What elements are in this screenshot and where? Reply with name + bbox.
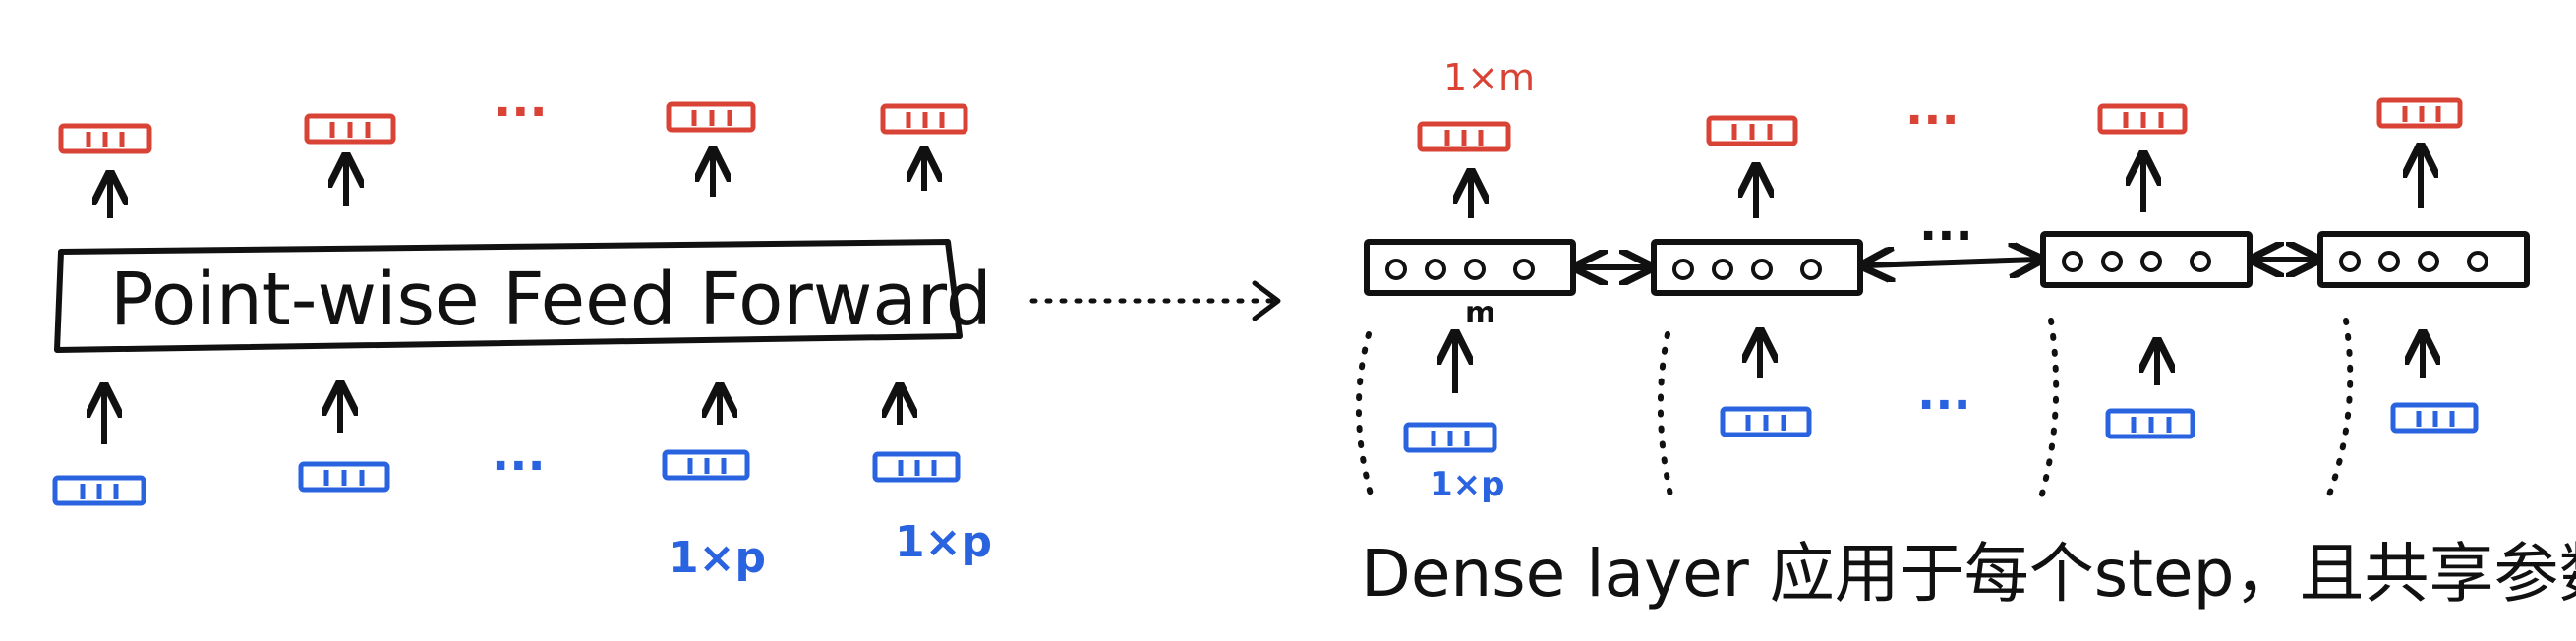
dense-cell [1364, 239, 1576, 296]
output-vector [2097, 103, 2188, 135]
input-vector [1403, 422, 1497, 453]
input-vector [2105, 408, 2195, 439]
left-input-dim-label: 1×p [669, 533, 766, 583]
left-input-ellipsis: ··· [492, 438, 546, 494]
input-vector [1720, 406, 1812, 437]
left-output-vectors [58, 101, 968, 154]
hidden-dim-label: m [1465, 296, 1495, 330]
ffn-label: Point-wise Feed Forward [110, 258, 992, 342]
cell-links [1579, 260, 2314, 267]
dense-cell [2040, 231, 2253, 288]
output-vector [1706, 115, 1798, 146]
output-vector [1417, 121, 1511, 152]
output-vector [880, 103, 968, 135]
input-vector [52, 475, 146, 506]
input-vector [298, 461, 390, 493]
right-output-dim-label: 1×m [1443, 56, 1535, 99]
right-panel: 1×m ··· [1355, 56, 2576, 612]
ffn-box [54, 239, 963, 353]
left-output-arrows [110, 153, 924, 218]
bidirectional-arrow [1866, 260, 2037, 265]
right-input-vectors [1403, 402, 2479, 453]
arrow-head [1252, 280, 1281, 321]
cell-link-ellipsis: ··· [1919, 208, 1973, 263]
right-input-ellipsis: ··· [1917, 378, 1971, 433]
left-output-ellipsis: ··· [494, 85, 548, 140]
left-input-vectors [52, 449, 961, 506]
dotted-separator [2038, 318, 2060, 500]
input-vector [662, 449, 750, 481]
output-vector [58, 123, 152, 154]
output-vector [2376, 97, 2463, 129]
input-vector [872, 451, 961, 483]
output-vector [304, 113, 396, 145]
right-input-dim-label: 1×p [1430, 465, 1504, 504]
dense-cell [1651, 239, 1863, 296]
dotted-separator [1657, 331, 1674, 502]
right-output-vectors [1417, 97, 2463, 152]
dotted-separator [1355, 331, 1376, 504]
right-input-arrows [1455, 334, 2423, 393]
dense-cell [2317, 231, 2530, 288]
input-vector [2390, 402, 2479, 434]
dotted-separator [2325, 318, 2354, 500]
right-output-ellipsis: ··· [1905, 92, 1960, 147]
step-separators [1355, 318, 2354, 504]
left-input-dim-label: 1×p [895, 517, 992, 567]
left-input-arrows [104, 387, 900, 444]
left-panel: ··· Point-wise Feed Forward [52, 85, 992, 583]
output-vector [666, 101, 756, 133]
transform-arrow [1029, 280, 1281, 321]
dense-layer-caption: Dense layer 应用于每个step，且共享参数. [1361, 536, 2576, 612]
right-output-arrows [1471, 149, 2421, 218]
